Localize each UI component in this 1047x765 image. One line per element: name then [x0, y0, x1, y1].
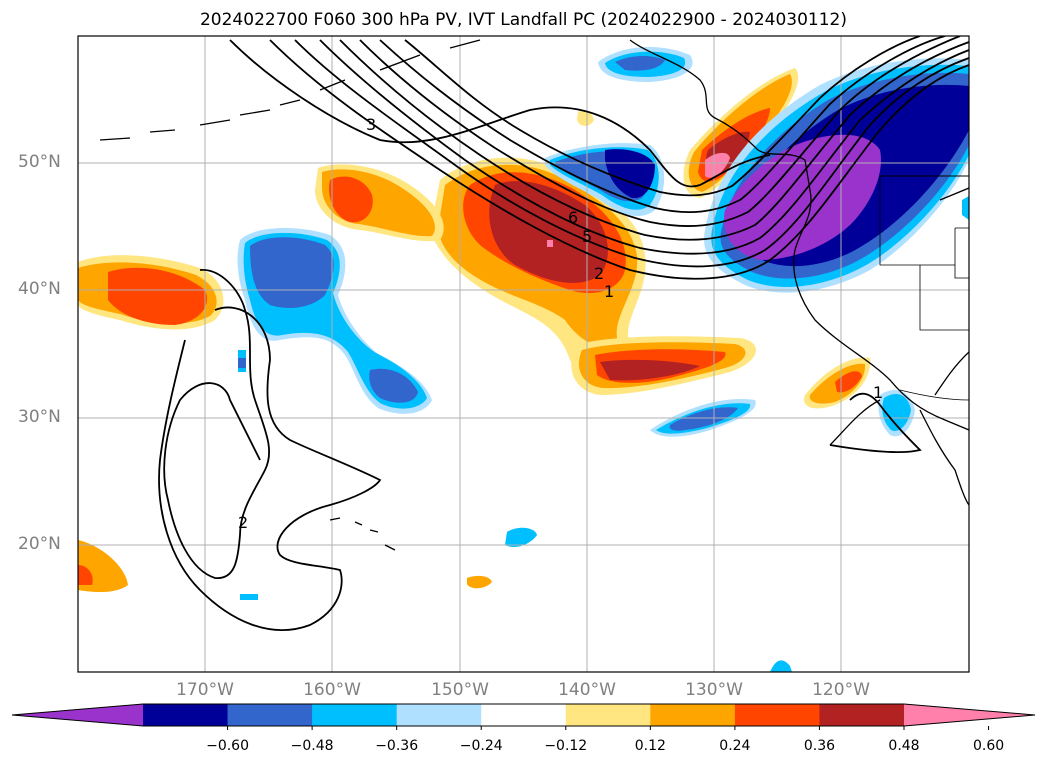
lat-label-30n: 30°N	[18, 407, 61, 427]
pv-label-2b: 2	[238, 513, 248, 532]
colorbar-segment	[396, 704, 482, 726]
colorbar-tick-label: −0.60	[206, 738, 249, 754]
pv-contour-labels: 6 5 2 1 3 2 1	[238, 115, 883, 532]
lat-label-20n: 20°N	[18, 534, 61, 554]
colorbar-outline	[11, 703, 1036, 727]
colorbar-tick-label: −0.24	[459, 738, 503, 754]
lon-label-140w: 140°W	[558, 680, 616, 700]
lon-label-120w: 120°W	[812, 680, 870, 700]
colorbar-tick-label: −0.12	[544, 738, 588, 754]
lat-label-40n: 40°N	[18, 279, 61, 299]
colorbar-tick-label: 0.12	[634, 738, 666, 754]
pv-contours	[158, 36, 969, 631]
colorbar-extend-min	[12, 704, 143, 726]
colorbar-tick-label: 0.60	[972, 738, 1005, 754]
map-title: 2024022700 F060 300 hPa PV, IVT Landfall…	[199, 10, 847, 30]
colorbar-tick-label: −0.36	[375, 738, 419, 754]
plot-frame	[77, 35, 970, 673]
colorbar-segment	[481, 704, 567, 726]
pv-label-1: 1	[604, 282, 614, 301]
lat-label-50n: 50°N	[18, 152, 61, 172]
pv-label-2: 2	[594, 264, 604, 283]
lon-label-130w: 130°W	[685, 680, 743, 700]
lon-label-170w: 170°W	[176, 680, 234, 700]
coastlines	[99, 39, 969, 551]
colorbar-segment	[565, 704, 651, 726]
colorbar-segment	[734, 704, 820, 726]
colorbar-segment	[312, 704, 398, 726]
colorbar-tick-label: 0.48	[888, 738, 920, 754]
pv-label-3: 3	[366, 115, 376, 134]
lon-label-160w: 160°W	[303, 680, 361, 700]
colorbar-extend-max	[904, 704, 1035, 726]
colorbar-segment	[819, 704, 905, 726]
pv-label-6: 6	[568, 208, 578, 227]
colorbar-tick-label: 0.24	[719, 738, 751, 754]
pv-label-1b: 1	[873, 383, 883, 402]
colorbar	[11, 703, 1036, 730]
colorbar-segment	[227, 704, 313, 726]
colorbar-segment	[143, 704, 229, 726]
lon-label-150w: 150°W	[431, 680, 489, 700]
colorbar-segment	[650, 704, 736, 726]
colorbar-tick-label: −0.48	[290, 738, 334, 754]
pv-label-5: 5	[582, 227, 592, 246]
colorbar-tick-label: 0.36	[803, 738, 836, 754]
ivt-shading	[78, 46, 969, 672]
